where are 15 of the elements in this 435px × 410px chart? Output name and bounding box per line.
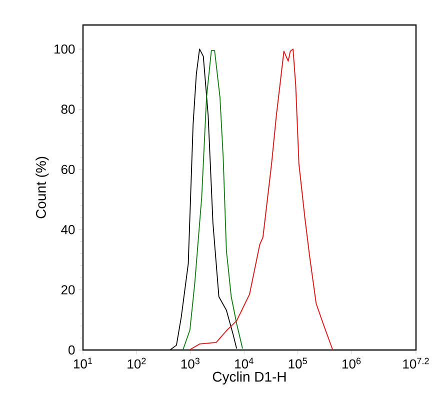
y-tick-label: 100 bbox=[54, 44, 75, 54]
x-tick-label: 10$^{7.2}$ bbox=[403, 358, 429, 369]
x-tick-label: 10$^{1}$ bbox=[74, 358, 92, 368]
x-tick-label: 10$^{6}$ bbox=[342, 358, 361, 369]
y-tick-label: 80 bbox=[61, 104, 75, 114]
x-tick-label: 10$^{2}$ bbox=[128, 358, 146, 369]
x-axis-title: Cyclin D1-H bbox=[212, 371, 286, 384]
y-tick-label: 0 bbox=[68, 345, 75, 355]
x-tick-label: 10$^{3}$ bbox=[181, 358, 200, 369]
x-tick-label: 10$^{5}$ bbox=[288, 358, 307, 368]
x-tick-label: 10$^{4}$ bbox=[235, 358, 254, 368]
y-axis-title: Count (%) bbox=[36, 156, 49, 218]
y-tick-label: 40 bbox=[61, 225, 75, 234]
y-tick-label: 20 bbox=[61, 285, 75, 294]
y-tick-label: 60 bbox=[61, 164, 75, 174]
